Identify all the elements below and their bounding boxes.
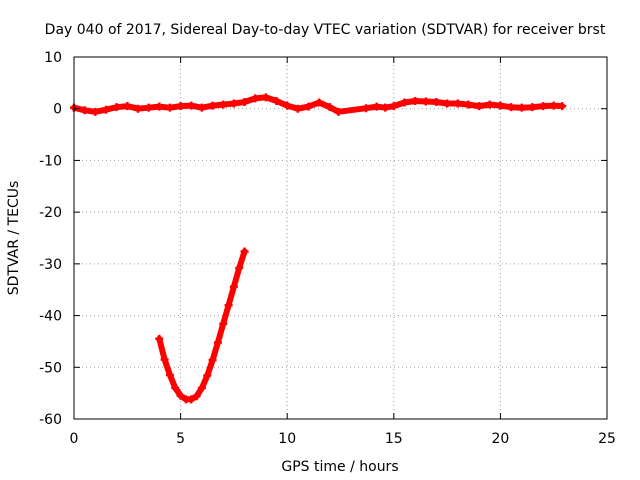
data-point [219, 100, 228, 109]
data-point [464, 100, 473, 109]
data-series [70, 93, 567, 404]
series-group [70, 93, 567, 116]
data-point [272, 96, 281, 105]
data-point [112, 103, 121, 112]
data-point [528, 103, 537, 112]
data-point [213, 338, 222, 347]
data-point [187, 101, 196, 110]
series-group [155, 247, 249, 404]
data-point [372, 102, 381, 111]
data-point [187, 395, 196, 404]
data-point [229, 282, 238, 291]
data-point [91, 107, 100, 116]
data-point [144, 103, 153, 112]
data-point [453, 99, 462, 108]
data-point [80, 106, 89, 115]
x-tick-label: 25 [598, 431, 616, 447]
data-point [160, 355, 169, 364]
data-point [443, 99, 452, 108]
y-tick-label: -30 [39, 257, 62, 273]
data-point [432, 97, 441, 106]
data-point [101, 105, 110, 114]
data-point [293, 104, 302, 113]
y-tick-label: -50 [39, 360, 62, 376]
data-point [411, 96, 420, 105]
data-point [176, 391, 185, 400]
data-point [334, 107, 343, 116]
data-point [133, 104, 142, 113]
data-point [240, 97, 249, 106]
data-point [304, 102, 313, 111]
data-point [421, 97, 430, 106]
series-line [156, 248, 248, 403]
data-point [539, 102, 548, 111]
y-tick-label: -40 [39, 309, 62, 325]
data-point [155, 334, 164, 343]
data-point [315, 98, 324, 107]
data-point [240, 247, 249, 256]
chart-title: Day 040 of 2017, Sidereal Day-to-day VTE… [45, 22, 606, 38]
data-point [400, 98, 409, 107]
y-axis-label: SDTVAR / TECUs [6, 181, 22, 296]
data-point [197, 103, 206, 112]
data-point [155, 102, 164, 111]
plot-area-border [73, 56, 608, 420]
y-tick-label: 0 [53, 102, 62, 118]
x-tick-label: 15 [385, 431, 403, 447]
data-point [558, 102, 567, 111]
tick-labels: 0 5 10 15 20 25 10 0 -10 -20 -30 -40 -50 -60 [39, 50, 616, 447]
data-point [208, 101, 217, 110]
data-point [171, 383, 180, 392]
data-point [219, 319, 228, 328]
data-point [485, 100, 494, 109]
data-point [208, 356, 217, 365]
y-tick-label: 10 [44, 50, 62, 66]
data-point [517, 103, 526, 112]
x-tick-label: 10 [278, 431, 296, 447]
data-point [325, 103, 334, 112]
y-tick-label: -10 [39, 153, 62, 169]
data-point [389, 102, 398, 111]
data-point [176, 102, 185, 111]
data-point [496, 101, 505, 110]
data-point [123, 102, 132, 111]
data-point [507, 103, 516, 112]
data-point [235, 263, 244, 272]
data-point [224, 301, 233, 310]
data-point [283, 101, 292, 110]
data-point [192, 392, 201, 401]
series-line [71, 94, 566, 115]
data-point [261, 93, 270, 102]
data-point [549, 101, 558, 110]
x-tick-label: 0 [70, 431, 79, 447]
x-tick-label: 20 [491, 431, 509, 447]
y-tick-label: -60 [39, 412, 62, 428]
data-point [229, 99, 238, 108]
data-point [475, 102, 484, 111]
axis-ticks [73, 56, 608, 420]
x-axis-label: GPS time / hours [281, 459, 398, 475]
x-tick-label: 5 [176, 431, 185, 447]
data-point [165, 371, 174, 380]
y-tick-label: -20 [39, 205, 62, 221]
data-point [381, 103, 390, 112]
data-point [251, 94, 260, 103]
data-point [165, 103, 174, 112]
data-point [203, 371, 212, 380]
data-point [362, 104, 371, 113]
data-point [197, 383, 206, 392]
